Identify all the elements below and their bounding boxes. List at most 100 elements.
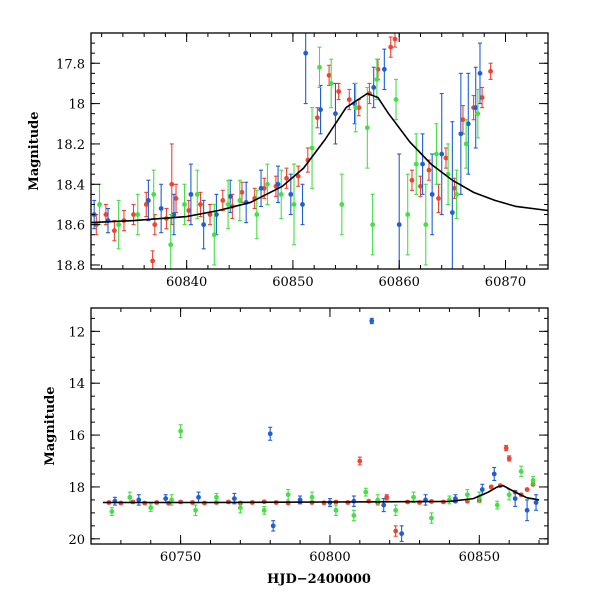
- top-red-data-point: [436, 196, 441, 201]
- top-green-data-point: [225, 202, 231, 207]
- top-green-data-point: [339, 202, 345, 207]
- top-green-data-point: [291, 202, 297, 207]
- top-green-data-point: [211, 232, 217, 238]
- bottom-y-tick-label: 16: [68, 429, 85, 444]
- top-blue-data-point: [158, 206, 164, 211]
- bottom-green-data-point: [506, 492, 512, 498]
- top-blue-data-point: [473, 105, 479, 111]
- top-y-tick-label: 18.8: [56, 259, 85, 274]
- top-red-data-point: [443, 155, 449, 161]
- top-blue-data-point: [188, 191, 194, 197]
- top-green-data-point: [353, 105, 359, 111]
- bottom-green-data-point: [411, 494, 416, 500]
- bottom-green-data-point: [261, 507, 267, 513]
- top-data-points: [91, 33, 494, 269]
- top-blue-data-point: [465, 121, 471, 127]
- top-green-data-point: [278, 191, 284, 197]
- bottom-red-data-point: [524, 487, 530, 492]
- top-axis-ticks: 60840 60850 60860 60870 17.8 18 18.2 18.4 18.6 18…: [56, 32, 549, 290]
- top-red-data-point: [152, 222, 158, 228]
- top-green-data-point: [317, 64, 322, 70]
- top-blue-data-point: [420, 161, 425, 167]
- top-blue-data-point: [300, 202, 305, 207]
- top-blue-data-point: [449, 210, 455, 215]
- top-green-data-point: [97, 202, 102, 207]
- top-blue-data-point: [318, 107, 323, 113]
- top-green-data-point: [393, 97, 399, 102]
- top-green-data-point: [254, 212, 260, 217]
- bottom-x-tick-label: 60850: [459, 550, 500, 565]
- top-green-data-point: [309, 145, 315, 151]
- top-model-curve: [91, 92, 548, 224]
- top-blue-data-point: [275, 181, 281, 187]
- top-blue-data-point: [145, 198, 151, 203]
- top-green-data-point: [475, 111, 481, 117]
- top-y-tick-label: 18.2: [56, 138, 85, 153]
- top-green-data-point: [182, 202, 187, 207]
- bottom-green-data-point: [109, 509, 115, 514]
- top-x-tick-label: 60840: [166, 275, 207, 290]
- top-green-data-point: [423, 222, 429, 228]
- top-blue-data-point: [477, 70, 483, 76]
- bottom-green-data-point: [193, 507, 198, 513]
- top-green-data-point: [135, 212, 141, 217]
- bottom-green-data-point: [285, 492, 291, 498]
- bottom-y-tick-label: 12: [68, 325, 85, 340]
- bottom-blue-data-point: [270, 523, 276, 529]
- bottom-blue-data-point: [533, 500, 539, 505]
- bottom-green-data-point: [148, 505, 154, 511]
- top-x-tick-label: 60860: [379, 275, 420, 290]
- bottom-red-data-point: [503, 445, 509, 451]
- top-red-data-point: [239, 189, 245, 195]
- top-green-data-point: [194, 191, 200, 197]
- bottom-green-data-point: [333, 507, 339, 513]
- top-blue-data-point: [429, 191, 435, 197]
- top-blue-data-point: [288, 191, 294, 197]
- top-red-data-point: [375, 66, 381, 72]
- top-red-data-point: [111, 228, 117, 234]
- top-green-data-point: [328, 81, 334, 86]
- top-red-data-point: [198, 202, 203, 207]
- bottom-blue-data-point: [524, 507, 530, 513]
- top-blue-data-point: [396, 222, 402, 228]
- bottom-plot-frame: [90, 307, 549, 545]
- top-red-data-point: [314, 115, 320, 121]
- bottom-red-data-point: [488, 484, 494, 490]
- top-blue-data-point: [171, 212, 177, 217]
- top-red-data-point: [392, 36, 398, 42]
- top-red-data-point: [150, 258, 156, 264]
- bottom-green-data-point: [351, 513, 357, 518]
- bottom-green-data-point: [127, 494, 133, 500]
- top-y-tick-label: 18: [68, 98, 85, 113]
- bottom-y-tick-label: 18: [68, 481, 85, 496]
- bottom-blue-data-point: [196, 494, 201, 500]
- top-red-data-point: [346, 97, 352, 102]
- top-green-data-point: [405, 212, 411, 217]
- bottom-blue-data-point: [479, 487, 485, 492]
- top-blue-data-point: [381, 66, 387, 72]
- bottom-data-points: [106, 317, 539, 542]
- top-red-data-point: [220, 198, 226, 203]
- top-red-data-point: [479, 95, 485, 100]
- bottom-x-tick-label: 60800: [309, 550, 350, 565]
- top-y-tick-label: 18.4: [56, 178, 85, 193]
- bottom-green-data-point: [518, 468, 524, 474]
- top-blue-data-point: [258, 185, 264, 191]
- bottom-x-tick-label: 60750: [160, 550, 201, 565]
- top-red-data-point: [418, 183, 423, 189]
- bottom-red-data-point: [357, 458, 363, 464]
- bottom-green-data-point: [464, 492, 470, 498]
- bottom-green-data-point: [393, 507, 399, 513]
- bottom-red-data-point: [393, 528, 399, 534]
- top-green-data-point: [463, 141, 469, 147]
- top-plot-frame: [90, 32, 549, 270]
- bottom-blue-data-point: [136, 497, 142, 503]
- top-green-data-point: [151, 191, 157, 197]
- bottom-green-data-point: [530, 478, 536, 483]
- top-green-data-point: [237, 198, 243, 203]
- top-red-data-point: [452, 185, 457, 191]
- top-red-data-point: [173, 196, 179, 201]
- bottom-green-data-point: [309, 494, 315, 500]
- top-green-data-point: [364, 125, 370, 131]
